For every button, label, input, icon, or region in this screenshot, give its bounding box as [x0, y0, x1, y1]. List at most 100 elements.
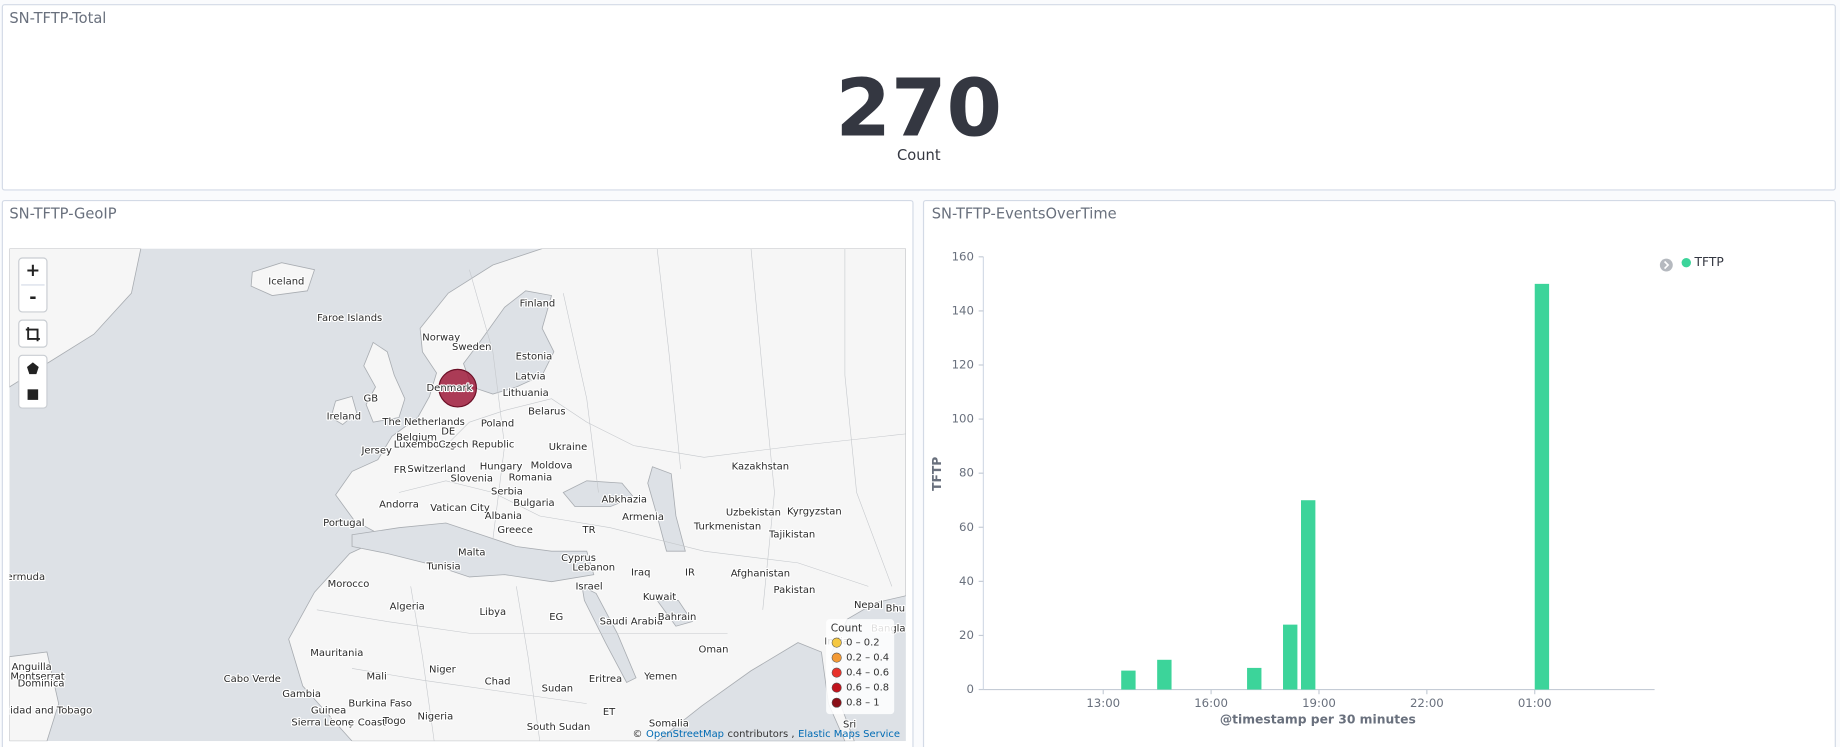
panel-events — [922, 199, 1836, 747]
map-label: Chad — [485, 676, 511, 687]
legend-swatch — [831, 667, 842, 678]
fit-button[interactable] — [18, 319, 48, 348]
map-label: Abkhazia — [602, 495, 647, 506]
legend-swatch — [831, 682, 842, 693]
map-label: Luxembourg — [394, 439, 456, 450]
map-label: Ivory Coast — [330, 717, 386, 728]
map-label: Yemen — [643, 672, 677, 683]
zoom-out[interactable]: - — [29, 288, 36, 308]
panel-total — [1, 4, 1836, 191]
y-tick-label: 140 — [952, 303, 974, 317]
attribution-text: © — [633, 729, 643, 740]
y-tick-label: 80 — [959, 466, 974, 480]
y-tick-label: 60 — [959, 520, 974, 534]
legend-toggle-icon — [1663, 260, 1670, 270]
attribution-link[interactable]: Elastic Maps Service — [798, 729, 900, 740]
map-label: Mauritania — [310, 648, 363, 659]
zoom-in[interactable]: + — [25, 261, 40, 281]
map-label: ET — [603, 707, 616, 718]
map-legend: Count 0 – 0.2 0.2 – 0.4 0.4 – 0.6 0.6 – 0.8… — [826, 619, 895, 715]
map-label: Jersey — [360, 445, 392, 456]
x-axis-title: @timestamp per 30 minutes — [1220, 713, 1416, 727]
map-label: TR — [582, 525, 596, 536]
map-label: Switzerland — [407, 464, 465, 475]
map-label: Ireland — [327, 411, 361, 422]
map-controls: + - — [18, 257, 48, 409]
map-label: Trinidad and Tobago — [0, 706, 92, 717]
attribution-link[interactable]: OpenStreetMap — [646, 729, 724, 740]
draw-buttons[interactable] — [18, 354, 48, 409]
map-label: Vatican City — [430, 503, 490, 514]
seas — [351, 290, 846, 742]
bar — [1121, 670, 1136, 690]
map-label: Czech Republic — [438, 439, 514, 450]
map-label: Poland — [481, 418, 514, 429]
map-label: Andorra — [379, 499, 419, 510]
map-label: Dominica — [18, 679, 65, 690]
map-label: Nepal — [854, 600, 883, 611]
map-label: Lithuania — [503, 388, 549, 399]
map-label: Turkmenistan — [693, 522, 761, 533]
legend-toggle — [1659, 258, 1673, 272]
map-label: Uzbekistan — [726, 507, 781, 518]
map-label: Sweden — [452, 342, 491, 353]
panel-title: SN-TFTP-GeoIP — [9, 206, 116, 223]
legend-title: Count — [831, 623, 862, 635]
map-label: Armenia — [622, 512, 664, 523]
y-tick-label: 100 — [952, 412, 974, 426]
crop-icon — [25, 327, 40, 342]
metric-label: Count — [897, 147, 941, 164]
legend-label: 0 – 0.2 — [846, 638, 880, 649]
legend-swatch — [1681, 257, 1691, 268]
map-marker[interactable] — [438, 368, 478, 408]
rectangle-icon — [27, 389, 39, 400]
legend-swatch — [831, 637, 842, 648]
map-label: Bahrain — [658, 612, 697, 623]
legend-label: 0.2 – 0.4 — [846, 653, 889, 664]
legend-label: 0.8 – 1 — [846, 698, 880, 709]
map-label: ermuda — [7, 572, 46, 583]
map-label: Sudan — [542, 683, 573, 694]
metric-value: 270 — [836, 62, 1003, 155]
map-label: Mali — [367, 672, 387, 683]
map-label: Slovenia — [451, 473, 493, 484]
map-label: Iceland — [268, 276, 304, 287]
y-tick-label: 20 — [959, 628, 974, 642]
map-label: Montserrat — [10, 672, 64, 683]
map-label: Tunisia — [426, 561, 461, 572]
attribution-text: contributors , — [728, 729, 795, 740]
map-label: Nigeria — [418, 712, 454, 723]
map-label: Tajikistan — [768, 530, 815, 541]
map-label: Ukraine — [549, 442, 588, 453]
bar — [1157, 659, 1172, 690]
map-label: Estonia — [516, 351, 553, 362]
map-label: Hungary — [480, 462, 523, 473]
panel-title: SN-TFTP-EventsOverTime — [932, 206, 1117, 223]
bar — [1534, 283, 1550, 690]
map-label: Cyprus — [561, 553, 596, 564]
map-label: Moldova — [531, 461, 573, 472]
x-tick-label: 16:00 — [1194, 696, 1228, 710]
map-label: Sri — [843, 720, 856, 731]
legend-label: 0.4 – 0.6 — [846, 668, 889, 679]
map-label: Togo — [382, 716, 406, 727]
legend-label: TFTP — [1693, 255, 1723, 269]
map-label: Bhu — [886, 604, 905, 615]
map-label: Oman — [698, 645, 728, 656]
map-label: Somalia — [649, 719, 689, 730]
map-label: Saudi Arabia — [600, 617, 663, 628]
legend-box — [826, 619, 895, 715]
map-label: Burkina Faso — [348, 699, 412, 710]
map-label: Eritrea — [589, 674, 622, 685]
map-label: Lebanon — [572, 563, 615, 574]
map-label: Malta — [458, 547, 486, 558]
map-label: Libya — [480, 607, 507, 618]
map-label: Israel — [575, 581, 602, 592]
borders — [316, 248, 906, 742]
map-label: Norway — [422, 333, 460, 344]
map-label: Serbia — [491, 486, 523, 497]
map-label: Faroe Islands — [317, 313, 382, 324]
